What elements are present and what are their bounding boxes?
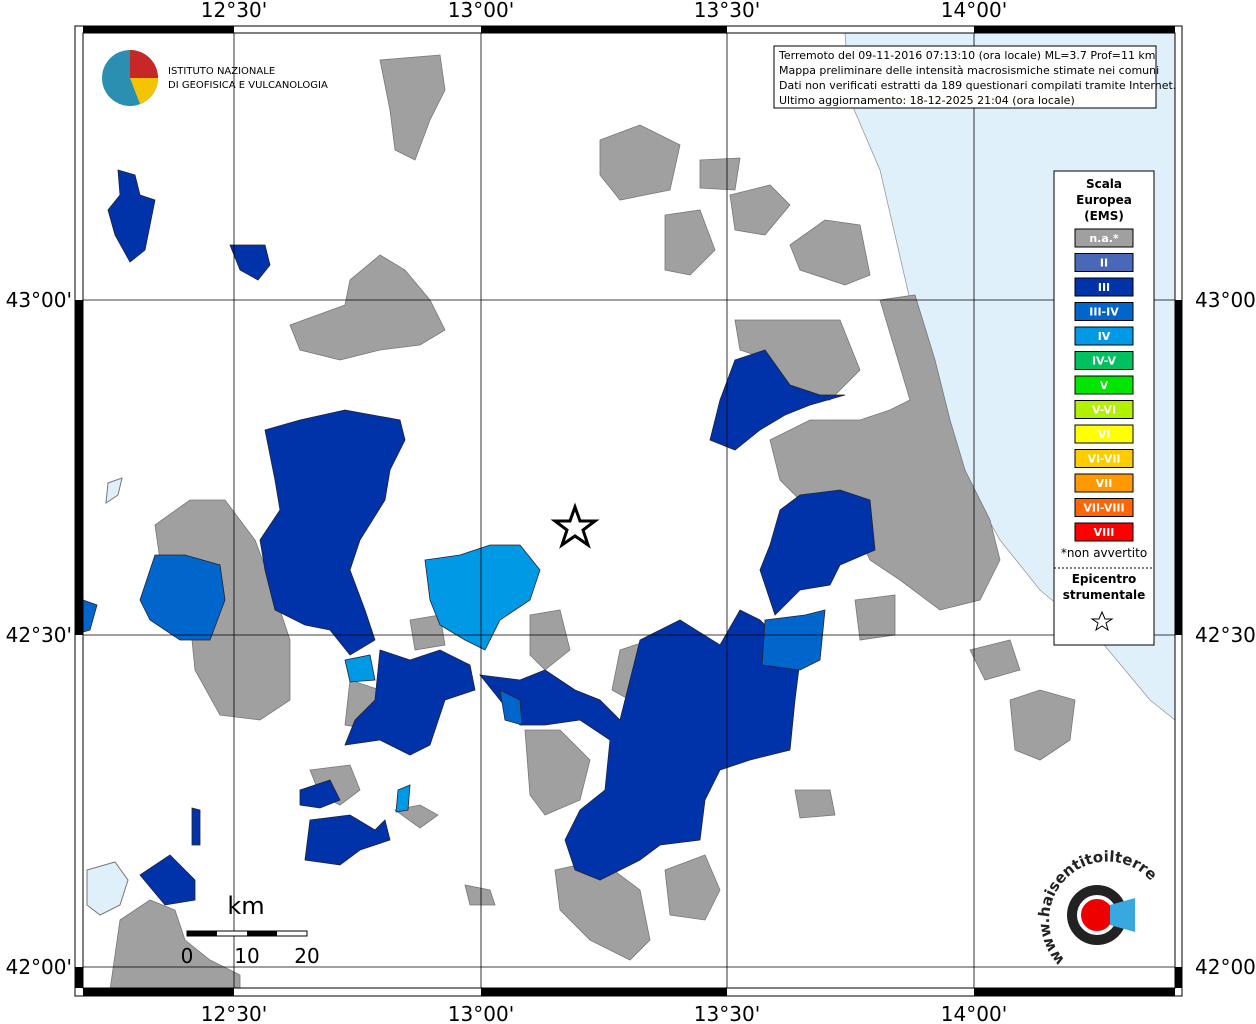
lon-label: 12°30' [201, 0, 267, 22]
legend-label: IV-V [1092, 355, 1117, 368]
legend-swatch [1074, 253, 1134, 272]
info-line: Ultimo aggiornamento: 18-12-2025 21:04 (… [779, 94, 1075, 107]
legend-swatch [1074, 302, 1134, 321]
info-text: Terremoto del 09-11-2016 07:13:10 (ora l… [778, 49, 1176, 107]
info-line: Terremoto del 09-11-2016 07:13:10 (ora l… [778, 49, 1156, 62]
lat-label: 43°00' [1195, 288, 1256, 312]
legend-swatch [1074, 473, 1134, 493]
legend-title: (EMS) [1084, 209, 1124, 223]
legend-swatch [1074, 449, 1134, 468]
legend-star [1090, 610, 1114, 632]
legend-label: VI-VII [1087, 453, 1120, 466]
hst-logo-core [1077, 895, 1117, 935]
legend-epicenter: strumentale [1063, 588, 1146, 602]
frame-bar [75, 300, 83, 635]
legend-swatch [1074, 375, 1134, 395]
legend-title: Europea [1076, 193, 1132, 207]
legend-label: VIII [1094, 526, 1115, 539]
municipalities [82, 54, 1076, 991]
legend-swatch [1074, 424, 1134, 444]
legend-swatch [1074, 228, 1134, 248]
lon-label: 12°30' [201, 1002, 267, 1024]
institute-line: ISTITUTO NAZIONALE [168, 66, 275, 77]
scale-label: 0 [181, 944, 194, 968]
ingv-logo-part [130, 78, 158, 104]
scale-label: 20 [294, 944, 319, 968]
scale-unit: km [227, 892, 264, 920]
frame-bar [481, 26, 727, 33]
epicenter [550, 502, 600, 549]
hst-logo-speaker [1110, 898, 1135, 932]
lon-label: 13°30' [694, 1002, 760, 1024]
legend-label: VII [1096, 477, 1113, 490]
frame-bar [974, 988, 1175, 996]
lon-label: 14°00' [941, 1002, 1007, 1024]
info-box [773, 45, 1157, 109]
frame-bar [1175, 300, 1182, 635]
frame-bar [481, 988, 727, 996]
frame-bar [83, 26, 234, 33]
legend-label: n.a.* [1089, 232, 1119, 245]
graticule: 12°30' 12°30' 13°00' 13°00' 13°30' 13°30' 14°0… [6, 0, 1256, 1024]
frame-bar [75, 967, 83, 988]
lat-label: 42°00' [1195, 955, 1256, 979]
legend-title: Scala [1086, 177, 1122, 191]
legend-swatch [1074, 400, 1134, 419]
lat-label: 42°30' [1195, 623, 1256, 647]
frame-bar [83, 988, 234, 996]
legend-label: III [1098, 281, 1110, 294]
ingv-logo-part [130, 50, 158, 78]
lake [105, 477, 123, 505]
legend-label: VII-VIII [1083, 502, 1124, 515]
legend-swatch [1074, 351, 1134, 370]
legend-label: III-IV [1089, 306, 1119, 319]
lon-label: 13°30' [694, 0, 760, 22]
legend-swatch [1074, 277, 1134, 297]
lat-label: 43°00' [6, 288, 72, 312]
institute-line: DI GEOFISICA E VULCANOLOGIA [168, 80, 328, 91]
lon-label: 13°00' [448, 1002, 514, 1024]
lon-label: 14°00' [941, 0, 1007, 22]
legend-swatch [1074, 498, 1134, 517]
scale-bar [186, 930, 308, 937]
frame-ticks [75, 26, 1182, 996]
legend-label: VI [1098, 428, 1111, 441]
legend-note: *non avvertito [1061, 546, 1147, 560]
legend-swatch [1074, 326, 1134, 346]
legend-swatch [1074, 522, 1134, 542]
info-line: Dati non verificati estratti da 189 ques… [779, 79, 1176, 92]
legend-epicenter: Epicentro [1072, 572, 1137, 586]
lat-label: 42°30' [6, 623, 72, 647]
info-line: Mappa preliminare delle intensità macros… [779, 64, 1159, 77]
legend-label: V-VI [1092, 404, 1116, 417]
legend-label: IV [1098, 330, 1111, 343]
legend-label: V [1100, 379, 1109, 392]
scale-label: 10 [234, 944, 259, 968]
lon-label: 13°00' [448, 0, 514, 22]
frame-bar [1175, 967, 1182, 988]
lat-label: 42°00' [6, 955, 72, 979]
lake [86, 861, 129, 916]
legend: ScalaEuropea(EMS)n.a.*IIIIIIII-IVIVIV-VV… [1074, 177, 1134, 542]
frame-bar [974, 26, 1175, 33]
legend-label: II [1100, 257, 1108, 270]
